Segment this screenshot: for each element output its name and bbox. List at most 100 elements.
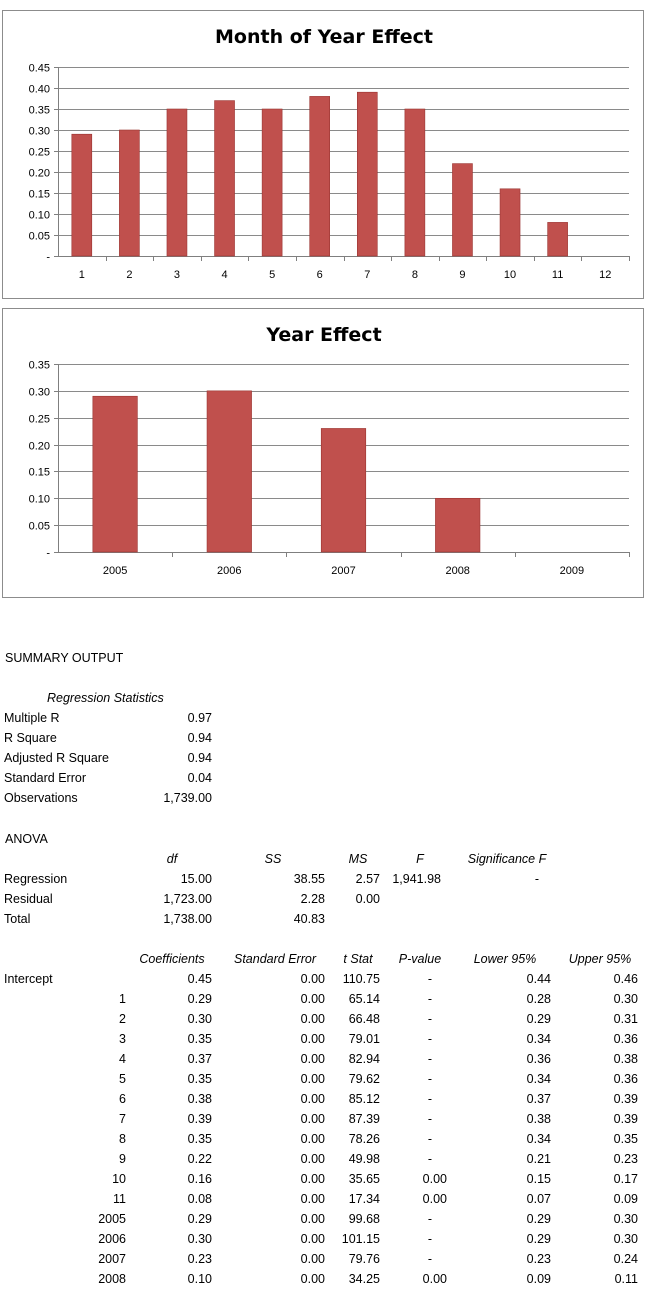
- coef-cell: 99.68: [348, 1212, 380, 1226]
- coef-cell: 0.23: [187, 1252, 212, 1266]
- coef-row-label: 3: [119, 1032, 126, 1046]
- anova-cell: 1,941.98: [392, 872, 441, 886]
- reg-stat-label: Multiple R: [4, 711, 60, 725]
- coef-cell: 0.00: [300, 972, 325, 986]
- coef-cell: 0.07: [526, 1192, 551, 1206]
- coef-cell: 49.98: [348, 1152, 380, 1166]
- coef-cell: 0.00: [300, 1092, 325, 1106]
- coef-row-label: Intercept: [4, 972, 53, 986]
- coef-cell: 0.35: [613, 1132, 638, 1146]
- coef-cell: -: [427, 1012, 433, 1026]
- chart2-xtick-label: 2009: [560, 565, 584, 577]
- coef-cell: 0.00: [300, 1052, 325, 1066]
- coef-cell: 0.00: [300, 1272, 325, 1286]
- anova-header: Significance F: [467, 852, 547, 866]
- coef-cell: 101.15: [341, 1232, 380, 1246]
- chart1-xtick-label: 12: [599, 269, 611, 281]
- coef-header: Upper 95%: [568, 952, 632, 966]
- coef-cell: 0.00: [300, 1232, 325, 1246]
- chart1-ytick-label: 0.15: [29, 189, 50, 201]
- chart2-xtick-label: 2007: [331, 565, 355, 577]
- coef-cell: 0.34: [526, 1032, 551, 1046]
- chart1-bar-6: [309, 96, 331, 257]
- anova-cell: 2.57: [355, 872, 380, 886]
- chart2-ytick-label: 0.05: [29, 521, 50, 533]
- coef-cell: 0.00: [300, 1032, 325, 1046]
- chart1-bar-10: [499, 188, 521, 257]
- coef-cell: 0.24: [613, 1252, 638, 1266]
- anova-row-label: Residual: [4, 892, 53, 906]
- reg-stat-value: 0.94: [187, 751, 212, 765]
- coef-cell: 0.30: [613, 992, 638, 1006]
- anova-row-label: Regression: [4, 872, 68, 886]
- coef-cell: 0.08: [187, 1192, 212, 1206]
- coef-row-label: 8: [119, 1132, 126, 1146]
- chart1-xtick-label: 4: [221, 269, 227, 281]
- coef-cell: 0.38: [526, 1112, 551, 1126]
- coef-row-label: 5: [119, 1072, 126, 1086]
- coef-cell: 0.29: [526, 1232, 551, 1246]
- coef-cell: 0.35: [187, 1132, 212, 1146]
- month-chart-svg: Month of Year Effect - 0.05 0.10 0.15 0.20 0.2…: [29, 26, 630, 281]
- chart2-bar-2005: [92, 395, 138, 553]
- coef-cell: 0.35: [187, 1032, 212, 1046]
- coef-cell: -: [427, 992, 433, 1006]
- chart1-ytick-label: 0.20: [29, 168, 50, 180]
- coef-cell: 0.22: [187, 1152, 212, 1166]
- coef-cell: 0.31: [613, 1012, 638, 1026]
- coef-cell: 110.75: [342, 972, 380, 986]
- chart2-bar-2006: [206, 390, 252, 553]
- coef-cell: 65.14: [348, 992, 380, 1006]
- chart1-xtick-label: 11: [552, 269, 563, 281]
- chart1-bar-4: [214, 100, 235, 257]
- reg-stat-value: 0.97: [187, 711, 212, 725]
- coef-row-label: 2006: [98, 1232, 126, 1246]
- anova-cell: 15.00: [180, 872, 212, 886]
- chart1-xtick-label: 5: [269, 269, 275, 281]
- coef-cell: 0.30: [187, 1232, 212, 1246]
- chart1-ytick-label: 0.35: [29, 105, 50, 117]
- reg-stat-label: Standard Error: [4, 771, 86, 785]
- coef-cell: -: [427, 1052, 433, 1066]
- coef-row-label: 1: [119, 992, 126, 1006]
- regression-statistics-title: Regression Statistics: [47, 691, 164, 705]
- coef-cell: 0.35: [187, 1072, 212, 1086]
- coef-cell: 0.36: [613, 1072, 638, 1086]
- coef-cell: -: [427, 1072, 433, 1086]
- coef-cell: 0.00: [300, 1212, 325, 1226]
- coef-cell: 34.25: [348, 1272, 380, 1286]
- coef-cell: -: [427, 1252, 433, 1266]
- reg-stat-value: 1,739.00: [163, 791, 212, 805]
- chart1-xtick-label: 6: [317, 269, 323, 281]
- coef-cell: 82.94: [348, 1052, 380, 1066]
- anova-header: MS: [348, 852, 368, 866]
- reg-stat-value: 0.04: [187, 771, 212, 785]
- coef-cell: -: [427, 1092, 433, 1106]
- coef-cell: 78.26: [348, 1132, 380, 1146]
- chart1-bar-7: [356, 91, 378, 257]
- coef-cell: 0.28: [526, 992, 551, 1006]
- coef-cell: 0.46: [613, 972, 638, 986]
- coef-cell: 0.34: [526, 1132, 551, 1146]
- chart1-bar-1: [71, 133, 93, 257]
- chart2-ytick-label: 0.25: [29, 414, 50, 426]
- coef-cell: 0.29: [526, 1012, 551, 1026]
- coef-row-label: 4: [119, 1052, 126, 1066]
- chart2-ytick-label: 0.35: [29, 360, 50, 372]
- reg-stat-label: Adjusted R Square: [4, 751, 109, 765]
- chart1-xtick-label: 7: [364, 269, 370, 281]
- chart1-xtick-label: 8: [412, 269, 418, 281]
- coef-header: Standard Error: [234, 952, 316, 966]
- anova-cell: 2.28: [300, 892, 325, 906]
- coef-cell: -: [427, 1132, 433, 1146]
- coef-cell: 0.29: [187, 992, 212, 1006]
- coef-cell: 0.39: [613, 1112, 638, 1126]
- anova-cell: 40.83: [293, 912, 325, 926]
- coef-cell: 0.00: [300, 1112, 325, 1126]
- coef-cell: 66.48: [348, 1012, 380, 1026]
- anova-cell: 1,723.00: [163, 892, 212, 906]
- coef-cell: 0.23: [526, 1252, 551, 1266]
- chart1-bar-11: [547, 222, 568, 257]
- coef-cell: 0.10: [187, 1272, 212, 1286]
- coef-cell: 0.38: [187, 1092, 212, 1106]
